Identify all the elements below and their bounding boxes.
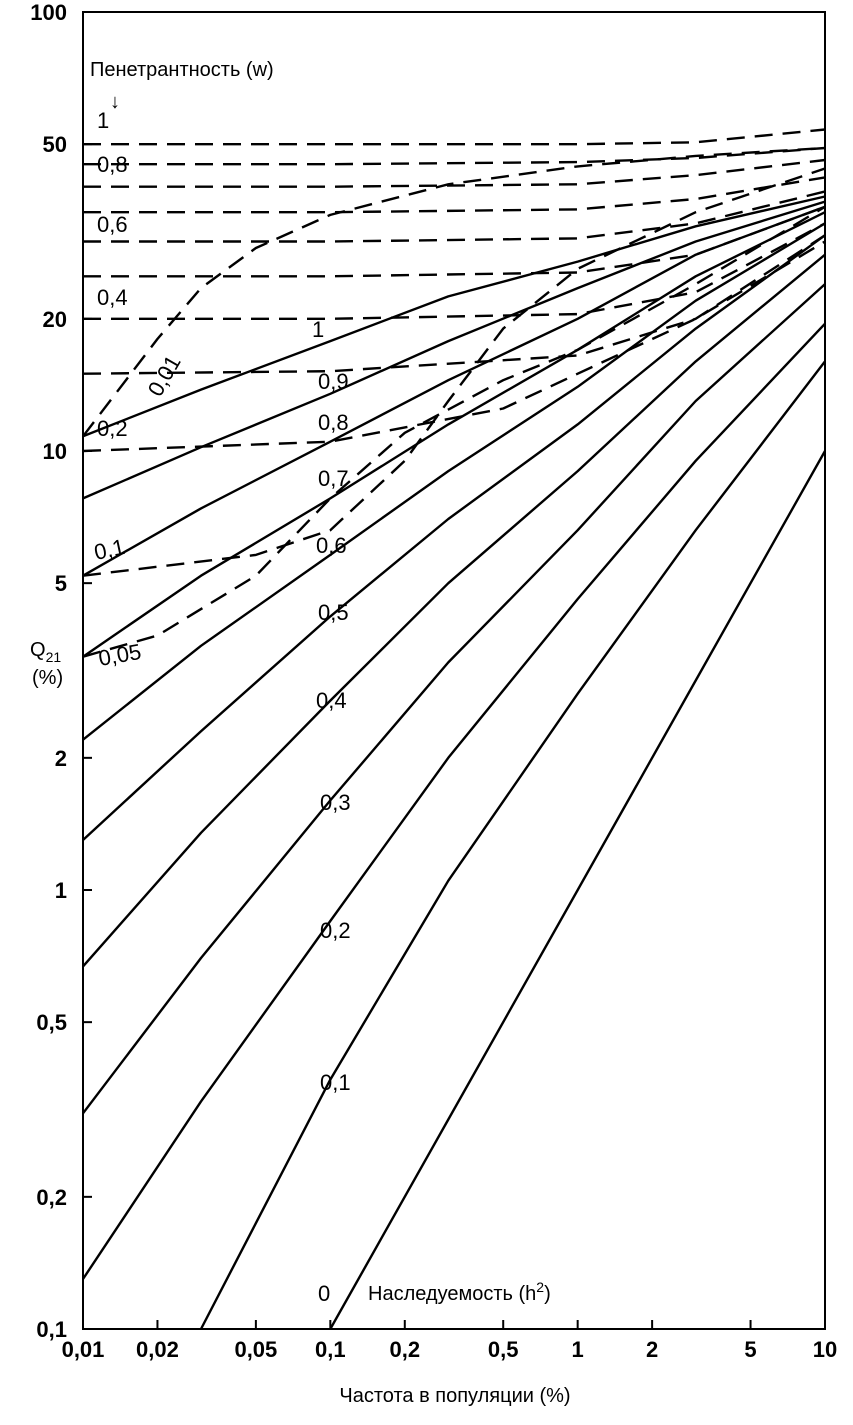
frequency-series-label: 0,01 (143, 351, 186, 401)
heritability-title-end: ) (544, 1283, 551, 1305)
x-tick-label: 2 (646, 1337, 658, 1362)
y-axis-title-main: Q (30, 639, 46, 661)
heritability-title-sup: 2 (536, 1279, 544, 1295)
heritability-series-label: 0,4 (316, 688, 347, 713)
x-tick-label: 1 (572, 1337, 584, 1362)
penetrance-series-line (83, 146, 826, 166)
penetrance-series-line (83, 128, 826, 146)
x-tick-label: 0,2 (389, 1337, 420, 1362)
heritability-series-line (82, 211, 826, 658)
penetrance-series-label: 0,4 (97, 285, 128, 310)
penetrance-title: Пенетрантность (w) (90, 59, 274, 81)
x-tick-label: 0,1 (315, 1337, 346, 1362)
heritability-series-line (82, 200, 826, 500)
y-tick-label: 20 (43, 307, 67, 332)
heritability-series-line (199, 360, 826, 1330)
y-tick-label: 2 (55, 746, 67, 771)
penetrance-series-line (82, 234, 826, 375)
heritability-series-line (329, 450, 827, 1330)
y-tick-label: 0,1 (36, 1317, 67, 1342)
penetrance-series-line (83, 190, 826, 243)
heritability-series-label: 0,9 (318, 369, 349, 394)
x-axis-title: Частота в популяции (%) (339, 1385, 570, 1407)
frequency-series-label: 0,1 (92, 534, 127, 565)
heritability-series-label: 0,7 (318, 466, 349, 491)
penetrance-series-line (83, 205, 826, 278)
heritability-series-line (82, 322, 826, 1280)
heritability-series-label: 0,6 (316, 533, 347, 558)
frequency-series-line (82, 205, 826, 658)
heritability-series-label: 0,2 (320, 918, 351, 943)
heritability-series-label: 0,5 (318, 600, 349, 625)
y-tick-label: 100 (30, 0, 67, 25)
plot-frame (82, 11, 826, 1330)
x-tick-label: 0,01 (62, 1337, 105, 1362)
heritability-series-label: 0,8 (318, 410, 349, 435)
heritability-series-line (82, 283, 826, 1115)
penetrance-series-line (83, 176, 826, 214)
penetrance-series-label: 1 (97, 108, 109, 133)
y-tick-label: 0,2 (36, 1185, 67, 1210)
frequency-series-line (82, 167, 826, 577)
y-tick-label: 0,5 (36, 1010, 67, 1035)
y-tick-label: 1 (55, 878, 67, 903)
y-axis-title-sub: 21 (46, 649, 62, 665)
penetrance-series-line (83, 158, 826, 188)
penetrance-series-label: 0,8 (97, 152, 128, 177)
heritability-series-label: 0 (318, 1281, 330, 1306)
penetrance-series-line (82, 240, 826, 453)
heritability-series-line (82, 234, 826, 841)
x-tick-label: 0,5 (488, 1337, 519, 1362)
heritability-series-line (82, 195, 826, 438)
heritability-series-label: 0,3 (320, 790, 351, 815)
label-layer: 1 0,9 0,8 0,7 0,6 0,5 0,4 0,3 0,2 0,1 0 1 0,8 0,6 0,4 0… (92, 108, 351, 1306)
heritability-series-line (82, 222, 826, 741)
penetrance-series-label: 0,2 (97, 416, 128, 441)
x-tick-label: 0,05 (234, 1337, 277, 1362)
y-tick-label: 5 (55, 571, 67, 596)
heritability-title-main: Наследуемость (h (368, 1283, 536, 1305)
x-tick-label: 0,02 (136, 1337, 179, 1362)
y-axis-unit: (%) (32, 667, 63, 689)
heritability-series-line (82, 205, 826, 577)
heritability-title: Наследуемость (h2) (368, 1279, 551, 1305)
x-tick-label: 10 (813, 1337, 837, 1362)
plot-border (82, 11, 826, 1330)
series-layer (82, 128, 827, 1330)
penetrance-series-line (83, 222, 826, 320)
y-tick-label: 10 (43, 439, 67, 464)
heritability-series-label: 1 (312, 317, 324, 342)
y-tick-label: 50 (43, 132, 67, 157)
penetrance-series-label: 0,6 (97, 212, 128, 237)
x-tick-label: 5 (744, 1337, 756, 1362)
heritability-series-label: 0,1 (320, 1070, 351, 1095)
frequency-series-line (82, 146, 826, 438)
y-axis-title: Q21 (30, 639, 61, 665)
penetrance-arrow-icon: ↓ (110, 91, 120, 113)
heritability-series-line (82, 253, 826, 968)
tick-layer: 0,01 0,02 0,05 0,1 0,2 0,5 1 2 5 100,10,20,512510… (30, 0, 837, 1362)
